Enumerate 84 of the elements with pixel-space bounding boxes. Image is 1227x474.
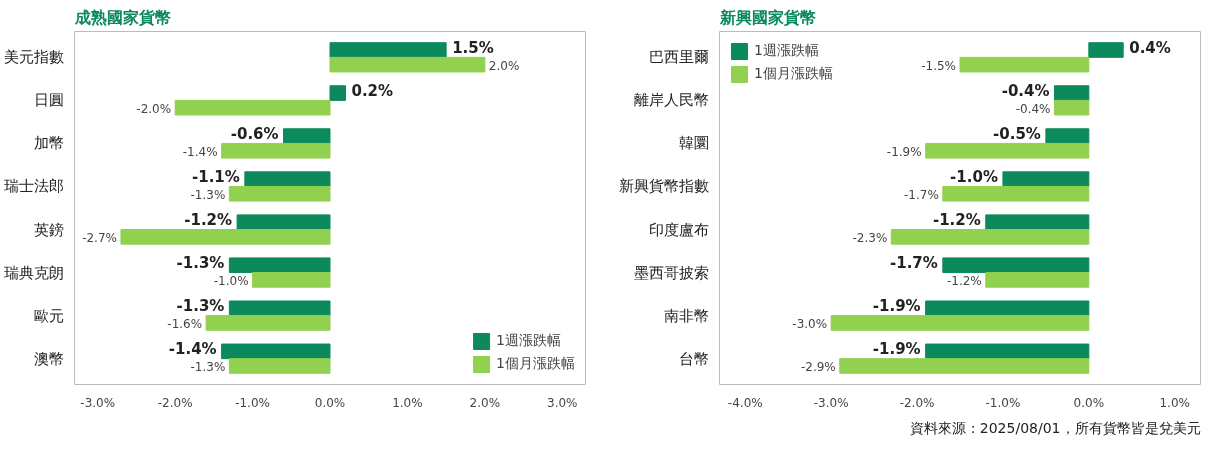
data-label: 1.5% (452, 38, 494, 57)
x-tick-label: -4.0% (727, 395, 763, 410)
data-label: -1.5% (921, 58, 957, 73)
bar (329, 85, 346, 101)
data-label: -1.6% (167, 316, 203, 331)
legend-label: 1個月漲跌幅 (754, 65, 833, 83)
x-tick-label: -2.0% (899, 395, 935, 410)
data-label: -1.7% (889, 254, 938, 273)
y-tick-label: 日圓 (33, 91, 64, 110)
data-label: -1.4% (182, 144, 218, 159)
y-tick-label: 南非幣 (663, 306, 709, 325)
data-label: -2.7% (82, 230, 117, 245)
data-label: -0.4% (1015, 101, 1051, 116)
x-tick-label: 0.0% (1073, 395, 1105, 410)
data-label: 2.0% (488, 58, 520, 73)
y-tick-label: 瑞典克朗 (3, 263, 64, 282)
y-tick-label: 墨西哥披索 (633, 263, 709, 282)
data-label: -1.2% (184, 211, 233, 230)
bar (120, 229, 331, 245)
data-label: -1.3% (176, 254, 225, 273)
data-label: -1.1% (192, 168, 240, 186)
data-label: -1.7% (904, 187, 939, 202)
x-tick-label: -3.0% (813, 395, 849, 410)
y-tick-label: 英鎊 (33, 220, 64, 239)
legend-label: 1週漲跌幅 (754, 42, 819, 60)
bar (228, 257, 331, 274)
x-tick-label: 1.0% (392, 395, 423, 410)
bar (228, 358, 331, 374)
data-label: -1.9% (872, 340, 921, 359)
bar (244, 171, 331, 187)
data-label: -3.0% (792, 316, 828, 331)
y-tick-label: 美元指數 (3, 48, 64, 67)
y-tick-label: 印度盧布 (648, 220, 709, 239)
chart-title: 成熟國家貨幣 (73, 7, 171, 27)
source-note: 資料來源 : 2025/08/01，所有貨幣皆是兌美元 (910, 419, 1201, 436)
bar (228, 185, 331, 202)
y-tick-label: 歐元 (33, 306, 64, 325)
data-label: -1.3% (190, 187, 226, 202)
x-tick-label: -3.0% (80, 395, 116, 410)
data-label: -2.3% (852, 230, 888, 245)
data-label: -0.5% (993, 124, 1041, 143)
bar (221, 142, 331, 159)
x-tick-label: 2.0% (469, 395, 501, 410)
data-label: -0.4% (1001, 81, 1050, 100)
y-tick-label: 澳幣 (33, 349, 64, 368)
y-tick-label: 加幣 (33, 134, 64, 153)
legend-label: 1週漲跌幅 (496, 332, 561, 350)
bar (236, 214, 331, 231)
bar (228, 300, 331, 317)
y-tick-label: 韓圜 (678, 134, 709, 153)
x-tick-label: -1.0% (235, 395, 270, 410)
data-label: 0.4% (1129, 38, 1171, 57)
data-label: -1.3% (190, 359, 226, 374)
bar (174, 99, 331, 116)
data-label: -1.0% (213, 273, 249, 288)
data-label: -1.9% (886, 144, 922, 159)
y-tick-label: 巴西里爾 (648, 48, 709, 67)
y-tick-label: 離岸人民幣 (633, 91, 709, 110)
bar (252, 272, 331, 288)
data-label: -1.3% (176, 297, 225, 316)
data-label: -1.2% (932, 211, 981, 230)
bar (205, 315, 331, 331)
x-tick-label: 3.0% (547, 395, 578, 410)
data-label: -1.4% (168, 340, 217, 359)
data-label: -1.2% (946, 273, 982, 288)
chart-title: 新興國家貨幣 (718, 7, 816, 27)
data-label: 0.2% (351, 81, 394, 100)
data-label: -1.0% (950, 168, 998, 186)
data-label: -1.9% (872, 297, 921, 316)
bar (329, 56, 486, 73)
bar (329, 42, 447, 58)
x-tick-label: -1.0% (985, 395, 1021, 410)
x-tick-label: 0.0% (314, 395, 346, 410)
x-tick-label: 1.0% (1159, 395, 1190, 410)
x-tick-label: -2.0% (157, 395, 193, 410)
bar (283, 128, 331, 144)
data-label: -0.6% (230, 124, 279, 143)
data-label: -2.9% (800, 359, 836, 374)
y-tick-label: 台幣 (678, 349, 709, 368)
data-label: -2.0% (136, 101, 172, 116)
legend-label: 1個月漲跌幅 (496, 355, 575, 373)
bar (221, 343, 331, 360)
y-tick-label: 瑞士法郎 (3, 177, 64, 196)
y-tick-label: 新興貨幣指數 (618, 177, 709, 196)
